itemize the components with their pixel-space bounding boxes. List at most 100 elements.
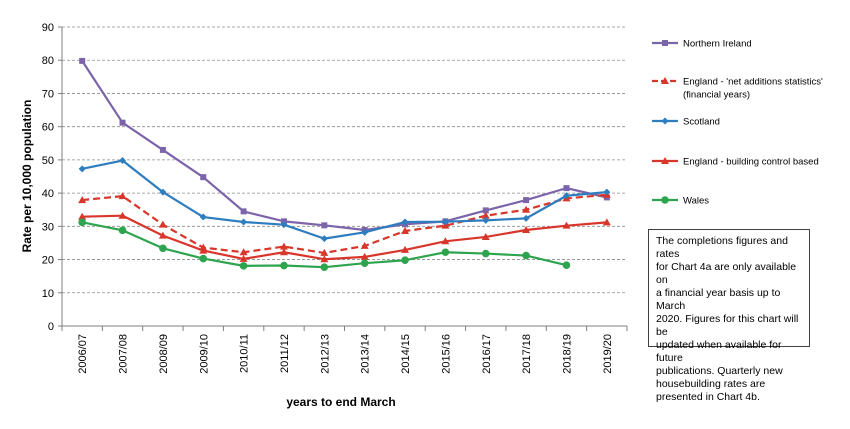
y-tick-label: 70	[42, 88, 54, 100]
footnote-line: 2020. Figures for this chart will be	[656, 313, 799, 338]
data-point	[118, 192, 127, 200]
x-tick-label: 2006/07	[77, 334, 89, 374]
x-axis-title: years to end March	[286, 395, 395, 409]
series-3	[78, 211, 611, 263]
data-point	[482, 207, 489, 214]
data-point	[401, 218, 409, 226]
data-point	[78, 165, 86, 173]
legend-marker	[662, 40, 668, 46]
data-point	[240, 208, 247, 215]
footnote-line: updated when available for future	[656, 339, 782, 364]
series-2	[78, 157, 611, 243]
data-point	[158, 220, 167, 228]
data-point	[523, 197, 530, 204]
x-tick-label: 2016/17	[481, 334, 493, 374]
series-line	[81, 60, 608, 232]
y-tick-label: 20	[42, 255, 54, 267]
data-point	[78, 212, 87, 220]
x-tick-label: 2017/18	[521, 334, 533, 374]
data-point	[522, 225, 531, 233]
y-tick-label: 40	[42, 188, 54, 200]
data-point	[159, 244, 167, 253]
series-line	[81, 159, 607, 240]
gridlines	[62, 26, 627, 294]
data-point	[401, 226, 410, 234]
y-tick-label: 30	[42, 221, 54, 233]
data-point	[401, 256, 409, 265]
x-tick-label: 2019/20	[602, 334, 614, 374]
x-tick-label: 2014/15	[400, 334, 412, 374]
data-point	[199, 213, 207, 221]
y-axis-title: Rate per 10,000 population	[20, 100, 34, 253]
series-1	[78, 190, 611, 256]
legend-marker	[661, 157, 669, 164]
data-point	[360, 252, 369, 260]
data-point	[159, 146, 166, 153]
series-line	[82, 214, 607, 261]
x-tick-label: 2013/14	[360, 334, 372, 374]
data-point	[482, 216, 490, 224]
legend-item-4: Wales	[652, 196, 709, 207]
data-point	[481, 232, 490, 240]
data-point	[320, 255, 329, 263]
data-point	[401, 245, 410, 253]
x-tick-label: 2011/12	[279, 334, 291, 373]
x-tick-label: 2009/10	[198, 334, 210, 374]
data-point	[360, 241, 369, 249]
footnote-line: housebuilding rates are	[656, 378, 766, 390]
x-tick-label: 2018/19	[561, 334, 573, 374]
x-tick-label: 2008/09	[158, 334, 170, 374]
legend-item-2: Scotland	[652, 117, 720, 128]
data-point	[441, 218, 449, 226]
data-point	[79, 57, 86, 64]
data-point	[562, 261, 571, 270]
data-point	[562, 221, 571, 229]
footnote-line: publications. Quarterly new	[656, 365, 783, 377]
legend-label: (financial years)	[683, 90, 750, 101]
data-point	[280, 261, 288, 270]
data-point	[563, 185, 570, 192]
data-point	[199, 254, 208, 263]
data-point	[199, 246, 208, 254]
series-line	[82, 193, 607, 255]
data-point	[522, 214, 530, 222]
data-point	[522, 251, 530, 260]
legend-item-0: Northern Ireland	[652, 39, 752, 50]
legend-marker	[661, 196, 669, 204]
data-point	[279, 248, 288, 256]
x-tick-label: 2012/13	[319, 334, 331, 374]
data-point	[522, 205, 531, 213]
legend-item-1: England - 'net additions statistics' (fin…	[652, 77, 823, 101]
y-tick-label: 10	[42, 288, 54, 300]
data-point	[200, 174, 207, 181]
y-tick-labels: 0 10 20 30 40 50 60 70 80 90	[42, 22, 54, 333]
x-tick-labels: 2006/07 2007/08 2008/09 2009/10 2010/11 2011/…	[77, 334, 614, 374]
data-point	[158, 231, 167, 239]
data-point	[320, 263, 329, 271]
data-point	[119, 119, 126, 126]
data-point	[78, 218, 86, 227]
legend-marker	[661, 117, 669, 125]
x-tick-label: 2015/16	[440, 334, 452, 374]
series-0	[79, 57, 610, 233]
series-4	[78, 218, 571, 271]
data-point	[239, 248, 248, 256]
data-point	[240, 218, 248, 226]
legend: Northern Ireland England - 'net additions…	[652, 39, 823, 207]
data-point	[320, 248, 329, 256]
data-point	[280, 221, 288, 229]
y-tick-label: 60	[42, 122, 54, 134]
data-point	[562, 192, 570, 200]
legend-label: England - building control based	[683, 157, 819, 168]
data-point	[239, 254, 248, 262]
data-point	[481, 211, 490, 219]
y-tick-label: 50	[42, 155, 54, 167]
y-tick-label: 80	[42, 55, 54, 67]
legend-marker	[661, 77, 669, 84]
legend-label: Wales	[683, 196, 709, 207]
data-point	[118, 226, 127, 235]
x-tick-label: 2010/11	[239, 334, 251, 373]
data-point	[360, 259, 369, 268]
data-point	[321, 222, 328, 229]
